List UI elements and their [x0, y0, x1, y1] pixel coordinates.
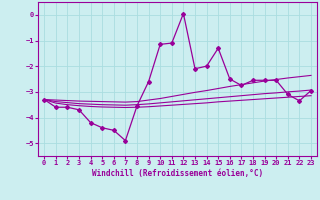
X-axis label: Windchill (Refroidissement éolien,°C): Windchill (Refroidissement éolien,°C) [92, 169, 263, 178]
